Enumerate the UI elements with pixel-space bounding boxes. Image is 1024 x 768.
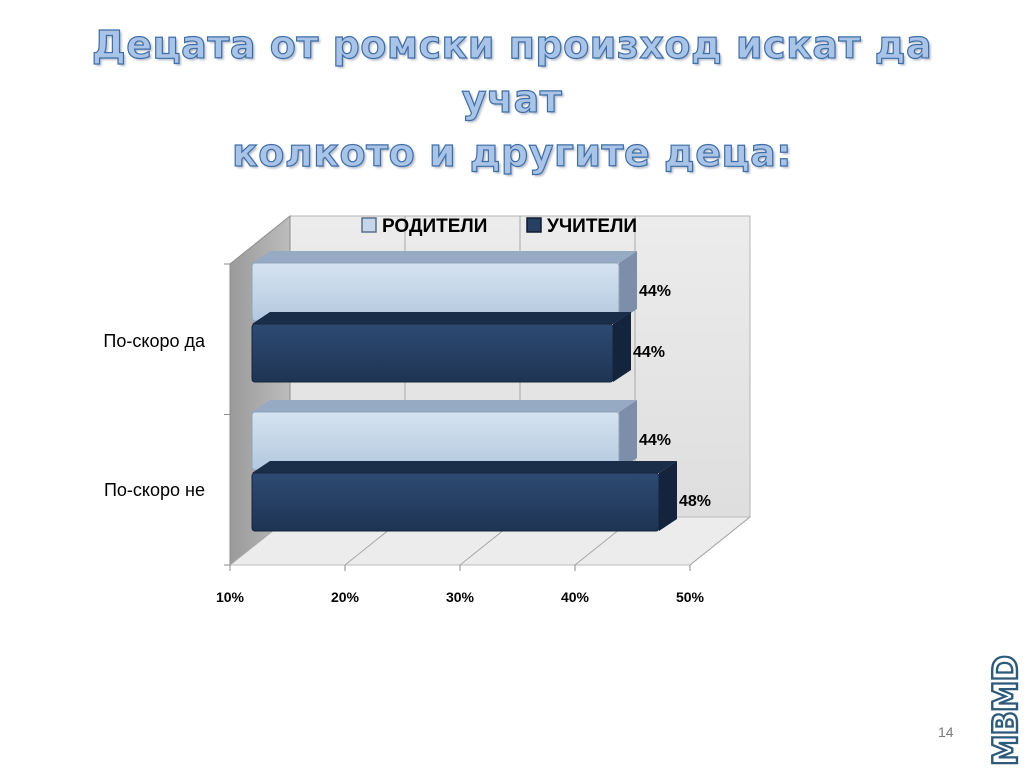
category-label: По-скоро не — [104, 480, 205, 500]
bar-side — [659, 461, 677, 531]
bar-side — [613, 312, 631, 382]
legend-label: РОДИТЕЛИ — [382, 216, 487, 237]
data-label: 44% — [633, 344, 665, 361]
x-tick-label: 30% — [446, 589, 475, 605]
bar-top — [252, 400, 637, 412]
category-label: По-скоро да — [103, 331, 206, 351]
bar-top — [252, 251, 637, 263]
bar — [252, 400, 637, 470]
bar-side — [619, 251, 637, 321]
data-label: 44% — [639, 283, 671, 300]
bar — [252, 461, 677, 531]
bar-side — [619, 400, 637, 470]
legend-swatch — [362, 218, 376, 232]
x-tick-label: 20% — [331, 589, 360, 605]
legend-label: УЧИТЕЛИ — [547, 216, 637, 237]
page-number: 14 — [938, 724, 968, 740]
mbmd-logo: MBMD — [984, 654, 1024, 768]
bar-top — [252, 461, 677, 473]
logo-text: MBMD — [986, 656, 1024, 766]
x-tick-label: 40% — [561, 589, 590, 605]
data-label: 48% — [679, 493, 711, 510]
bar — [252, 312, 631, 382]
bar-top — [252, 312, 631, 324]
bar-front — [252, 473, 659, 531]
x-tick-label: 10% — [216, 589, 245, 605]
x-tick-label: 50% — [676, 589, 705, 605]
legend-swatch — [527, 218, 541, 232]
bar — [252, 251, 637, 321]
bar-front — [252, 324, 613, 382]
data-label: 44% — [639, 432, 671, 449]
